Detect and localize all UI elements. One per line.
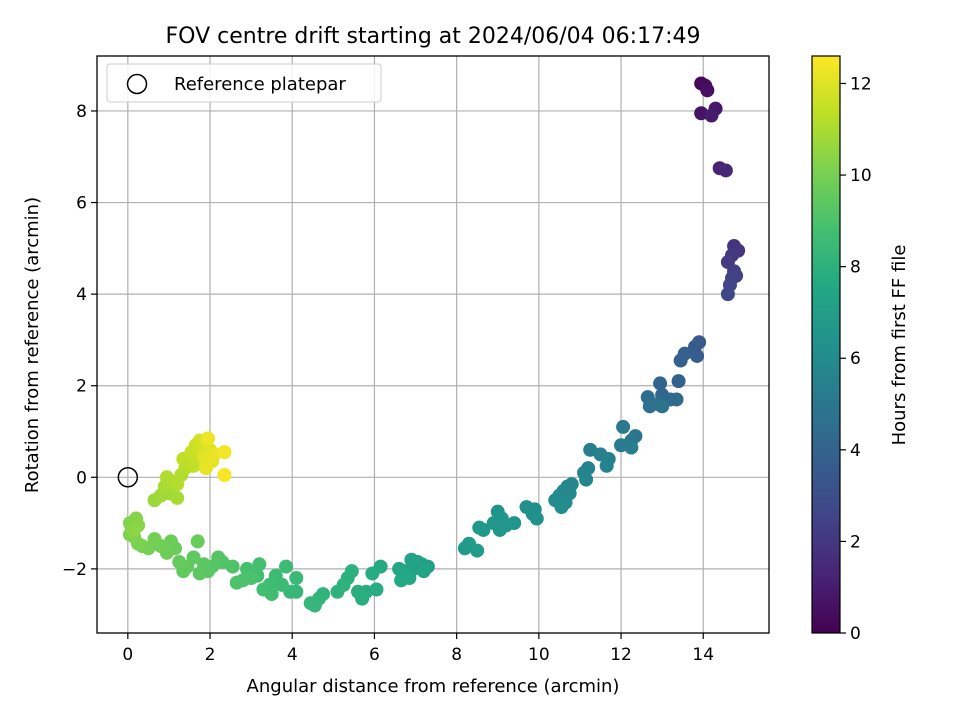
colorbar-ticks: 0 2 4 6 8 10 12: [840, 74, 872, 644]
colorbar-tick-label: 4: [850, 441, 861, 461]
scatter-point: [554, 500, 569, 515]
scatter-point: [289, 571, 304, 586]
scatter-point: [330, 584, 345, 599]
y-tick-label: 2: [76, 377, 87, 397]
scatter-point: [229, 575, 244, 590]
scatter-point: [476, 522, 491, 537]
y-axis-label: Rotation from reference (arcmin): [22, 197, 43, 493]
scatter-point: [718, 163, 733, 178]
y-tick-label: 4: [76, 285, 87, 305]
grid-lines: [97, 56, 769, 633]
scatter-point: [655, 399, 670, 414]
scatter-point: [394, 573, 409, 588]
scatter-point: [653, 376, 668, 391]
x-tick-label: 0: [122, 645, 133, 665]
scatter-point: [457, 541, 472, 556]
scatter-point: [642, 399, 657, 414]
scatter-point: [159, 470, 174, 485]
y-tick-label: −2: [62, 560, 87, 580]
colorbar-tick-label: 2: [850, 532, 861, 552]
x-tick-label: 6: [369, 645, 380, 665]
y-tick-label: 8: [76, 102, 87, 122]
reference-marker: [117, 467, 139, 488]
scatter-point: [416, 564, 431, 579]
colorbar-tick-label: 8: [850, 258, 861, 278]
x-tick-label: 8: [451, 645, 462, 665]
x-axis-ticks: 0 2 4 6 8 10 12 14: [122, 633, 714, 665]
scatter-point: [170, 477, 185, 492]
colorbar-label: Hours from first FF file: [889, 245, 910, 446]
scatter-point: [279, 559, 294, 574]
colorbar-tick-label: 0: [850, 624, 861, 644]
scatter-point: [217, 468, 232, 483]
scatter-point: [190, 534, 205, 549]
scatter-point: [720, 287, 735, 302]
colorbar: 0 2 4 6 8 10 12 Hours from first FF file: [811, 55, 910, 644]
scatter-point: [673, 353, 688, 368]
scatter-point: [669, 392, 684, 407]
scatter-point: [616, 419, 631, 434]
scatter-point: [198, 461, 213, 476]
scatter-point: [492, 522, 507, 537]
legend: Reference platepar: [106, 63, 382, 103]
scatter-point: [252, 557, 267, 572]
legend-label: Reference platepar: [174, 74, 346, 95]
x-tick-label: 10: [528, 645, 550, 665]
y-tick-label: 0: [76, 468, 87, 488]
scatter-point: [172, 555, 187, 570]
x-axis-label: Angular distance from reference (arcmin): [247, 676, 620, 697]
x-tick-label: 12: [610, 645, 632, 665]
y-axis-ticks: −2 0 2 4 6 8: [62, 102, 97, 580]
chart-title: FOV centre drift starting at 2024/06/04 …: [166, 24, 701, 49]
scatter-point: [217, 445, 232, 460]
scatter-point: [350, 584, 365, 599]
colorbar-tick-label: 10: [850, 166, 872, 186]
colorbar-tick-label: 6: [850, 349, 861, 369]
scatter-point: [303, 596, 318, 611]
plot-frame: [96, 55, 770, 634]
x-tick-label: 14: [692, 645, 714, 665]
scatter-point: [599, 458, 614, 473]
scatter-point: [192, 566, 207, 581]
x-tick-label: 4: [287, 645, 298, 665]
scatter-point: [126, 522, 141, 537]
scatter-point: [256, 582, 271, 597]
legend-marker-icon: [126, 73, 148, 95]
scatter-point: [200, 431, 215, 446]
colorbar-tick-label: 12: [850, 74, 872, 94]
scatter-point: [700, 83, 715, 98]
scatter-point: [671, 374, 686, 389]
data-points: [122, 76, 746, 613]
y-tick-label: 6: [76, 194, 87, 214]
scatter-point: [365, 566, 380, 581]
scatter-point: [170, 490, 185, 505]
scatter-point: [704, 108, 719, 123]
scatter-point: [579, 472, 594, 487]
legend-box: [106, 63, 382, 103]
x-tick-label: 2: [205, 645, 216, 665]
scatter-point: [529, 511, 544, 526]
scatter-point: [470, 543, 485, 558]
colorbar-gradient: [811, 55, 841, 634]
scatter-point: [624, 440, 639, 455]
scatter-point: [690, 348, 705, 363]
